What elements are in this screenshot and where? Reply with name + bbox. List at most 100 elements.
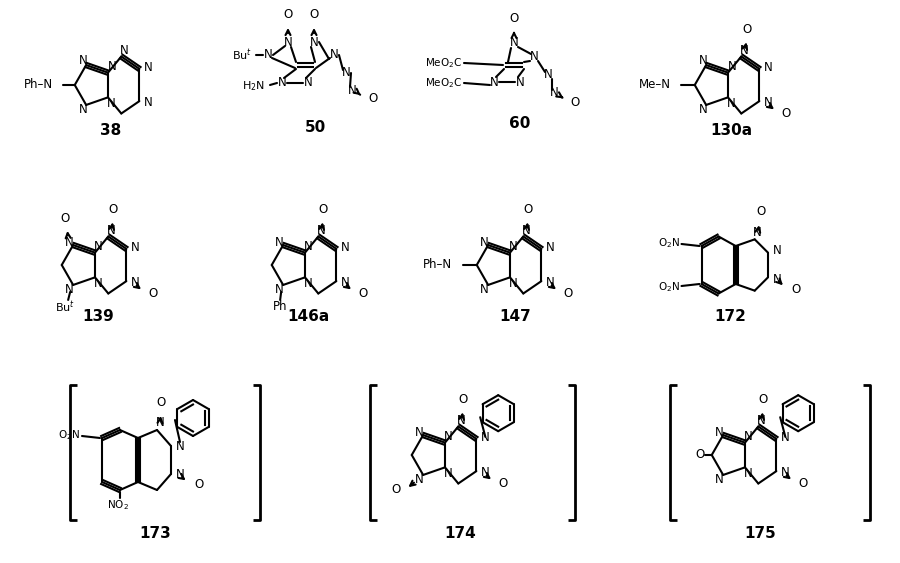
Text: N: N bbox=[274, 235, 284, 248]
Text: N: N bbox=[120, 44, 129, 57]
Text: N: N bbox=[144, 96, 153, 109]
Text: Ph: Ph bbox=[273, 301, 287, 314]
Text: O: O bbox=[798, 477, 808, 490]
Text: 174: 174 bbox=[444, 525, 476, 540]
Text: N: N bbox=[508, 240, 518, 253]
Text: 172: 172 bbox=[714, 309, 746, 324]
Text: O: O bbox=[310, 8, 319, 21]
Text: O: O bbox=[563, 287, 573, 300]
Text: 173: 173 bbox=[140, 525, 171, 540]
Text: N: N bbox=[284, 35, 292, 48]
Text: N: N bbox=[726, 97, 735, 110]
Text: N: N bbox=[546, 242, 554, 254]
Text: N: N bbox=[94, 277, 103, 290]
Text: O$_2$N: O$_2$N bbox=[658, 280, 680, 294]
Text: 60: 60 bbox=[509, 115, 531, 131]
Text: O: O bbox=[284, 8, 292, 21]
Text: N: N bbox=[715, 426, 724, 439]
Text: N: N bbox=[698, 53, 707, 66]
Text: Ph–N: Ph–N bbox=[423, 258, 452, 271]
Text: O: O bbox=[359, 287, 368, 300]
Text: N: N bbox=[508, 277, 518, 290]
Text: N: N bbox=[480, 235, 489, 248]
Text: N: N bbox=[79, 104, 87, 117]
Text: N: N bbox=[544, 69, 553, 82]
Text: O$_2$N: O$_2$N bbox=[58, 428, 80, 442]
Text: N: N bbox=[94, 240, 103, 253]
Text: O: O bbox=[695, 449, 705, 462]
Text: N: N bbox=[176, 440, 184, 453]
Text: NO$_2$: NO$_2$ bbox=[107, 498, 129, 512]
Text: N: N bbox=[264, 48, 273, 61]
Text: O: O bbox=[782, 106, 791, 120]
Text: O: O bbox=[742, 23, 752, 36]
Text: N: N bbox=[715, 473, 724, 486]
Text: N: N bbox=[481, 466, 490, 479]
Text: O: O bbox=[109, 203, 118, 216]
Text: O: O bbox=[148, 287, 158, 300]
Text: N: N bbox=[131, 242, 140, 254]
Text: O: O bbox=[791, 283, 801, 296]
Text: N: N bbox=[444, 430, 453, 443]
Text: N: N bbox=[772, 273, 781, 286]
Text: N: N bbox=[743, 467, 752, 480]
Text: 139: 139 bbox=[82, 309, 114, 324]
Text: O: O bbox=[524, 203, 533, 216]
Text: O: O bbox=[194, 477, 203, 490]
Text: N: N bbox=[522, 224, 531, 237]
Text: O: O bbox=[756, 205, 765, 218]
Text: N: N bbox=[781, 466, 789, 479]
Text: N: N bbox=[772, 244, 781, 257]
Text: 175: 175 bbox=[744, 525, 776, 540]
Text: N: N bbox=[490, 75, 499, 88]
Text: O: O bbox=[499, 477, 508, 490]
Text: N: N bbox=[509, 37, 518, 50]
Text: N: N bbox=[79, 53, 87, 66]
Text: N: N bbox=[781, 431, 789, 444]
Text: N: N bbox=[176, 467, 184, 480]
Text: N: N bbox=[156, 417, 165, 430]
Text: N: N bbox=[764, 96, 773, 109]
Text: N: N bbox=[757, 414, 766, 427]
Text: N: N bbox=[480, 283, 489, 297]
Text: N: N bbox=[342, 66, 350, 79]
Text: N: N bbox=[764, 61, 773, 74]
Text: N: N bbox=[457, 414, 465, 427]
Text: Me–N: Me–N bbox=[639, 78, 671, 92]
Text: N: N bbox=[546, 276, 554, 289]
Text: N: N bbox=[415, 426, 424, 439]
Text: N: N bbox=[698, 104, 707, 117]
Text: N: N bbox=[317, 224, 326, 237]
Text: O: O bbox=[157, 395, 166, 409]
Text: N: N bbox=[329, 48, 338, 61]
Text: N: N bbox=[106, 97, 115, 110]
Text: N: N bbox=[277, 77, 286, 90]
Text: N: N bbox=[341, 276, 350, 289]
Text: N: N bbox=[65, 235, 74, 248]
Text: N: N bbox=[481, 431, 490, 444]
Text: O: O bbox=[509, 11, 518, 25]
Text: N: N bbox=[743, 430, 752, 443]
Text: N: N bbox=[303, 77, 312, 90]
Text: N: N bbox=[550, 87, 558, 100]
Text: N: N bbox=[516, 75, 525, 88]
Text: O$_2$N: O$_2$N bbox=[658, 236, 680, 250]
Text: N: N bbox=[310, 35, 319, 48]
Text: N: N bbox=[65, 283, 74, 297]
Text: MeO$_2$C: MeO$_2$C bbox=[425, 56, 462, 70]
Text: N: N bbox=[303, 240, 312, 253]
Text: Bu$^t$: Bu$^t$ bbox=[232, 47, 252, 63]
Text: N: N bbox=[740, 44, 749, 57]
Text: N: N bbox=[107, 224, 116, 237]
Text: N: N bbox=[108, 60, 116, 73]
Text: MeO$_2$C: MeO$_2$C bbox=[425, 76, 462, 90]
Text: N: N bbox=[347, 83, 356, 96]
Text: 130a: 130a bbox=[710, 123, 752, 138]
Text: H$_2$N: H$_2$N bbox=[242, 79, 265, 93]
Text: Ph–N: Ph–N bbox=[24, 78, 53, 92]
Text: O: O bbox=[571, 96, 580, 109]
Text: O: O bbox=[759, 393, 768, 406]
Text: O: O bbox=[392, 484, 400, 497]
Text: N: N bbox=[529, 51, 538, 64]
Text: N: N bbox=[341, 242, 350, 254]
